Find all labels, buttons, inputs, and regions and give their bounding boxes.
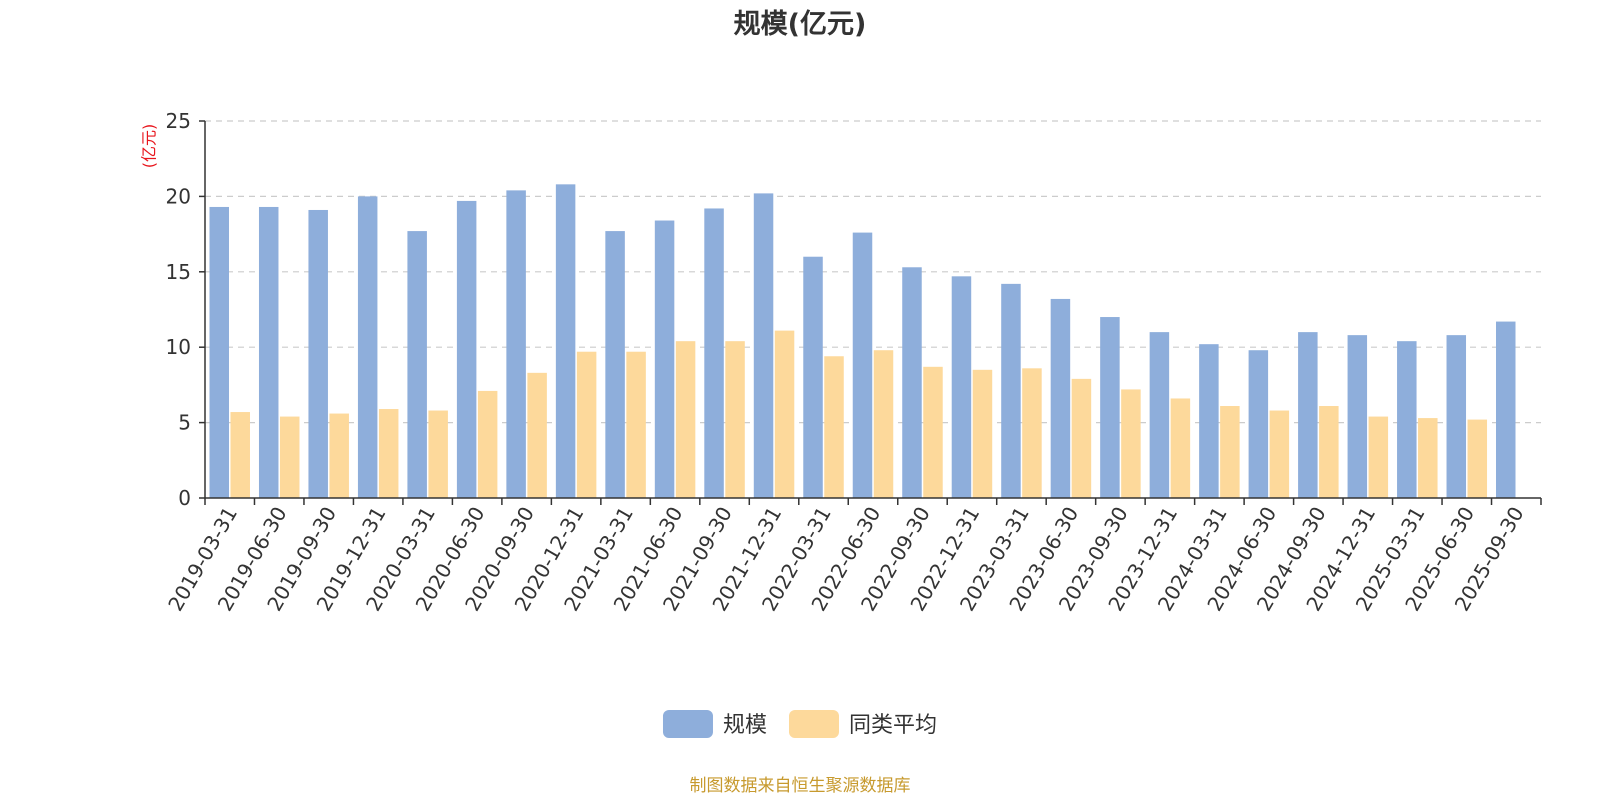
legend-label: 规模: [723, 713, 767, 738]
bar-guimo-2022-03-31[interactable]: 规模 2022-03-31: 16: [803, 256, 823, 498]
bar-tonglei-2020-09-30[interactable]: 同类平均 2020-09-30: 8.3: [527, 372, 547, 498]
y-axis-ticks: 0 5 10 15 20 25: [166, 109, 205, 510]
legend-swatch: [789, 710, 839, 738]
legend-swatch: [662, 710, 713, 738]
bar-tonglei-2020-12-31[interactable]: 同类平均 2020-12-31: 9.7: [576, 351, 597, 498]
bar-tonglei-2020-06-30[interactable]: 同类平均 2020-06-30: 7.1: [477, 390, 498, 498]
bar-tonglei-2023-03-31[interactable]: 同类平均 2023-03-31: 8.6: [1022, 368, 1042, 498]
bar-guimo-2019-06-30[interactable]: 规模 2019-06-30: 19.3: [258, 206, 279, 498]
bar-tonglei-2020-03-31[interactable]: 同类平均 2020-03-31: 5.8: [428, 410, 448, 498]
bar-guimo-2024-12-31[interactable]: 规模 2024-12-31: 10.8: [1347, 335, 1368, 498]
bar-guimo-2023-12-31[interactable]: 规模 2023-12-31: 11: [1149, 332, 1170, 498]
bar-tonglei-2021-09-30[interactable]: 同类平均 2021-09-30: 10.4: [725, 341, 745, 498]
bar-tonglei-2023-09-30[interactable]: 同类平均 2023-09-30: 7.2: [1121, 389, 1141, 498]
bar-tonglei-2019-03-31[interactable]: 同类平均 2019-03-31: 5.7: [230, 412, 250, 498]
bar-guimo-2024-09-30[interactable]: 规模 2024-09-30: 11: [1298, 332, 1318, 498]
bar-guimo-2020-06-30[interactable]: 规模 2020-06-30: 19.7: [456, 200, 477, 498]
y-tick-label: 0: [178, 486, 191, 510]
bar-guimo-2019-03-31[interactable]: 规模 2019-03-31: 19.3: [209, 206, 229, 498]
legend-label: 同类平均: [849, 713, 937, 738]
bar-guimo-2023-03-31[interactable]: 规模 2023-03-31: 14.2: [1001, 283, 1021, 498]
bar-tonglei-2019-06-30[interactable]: 同类平均 2019-06-30: 5.4: [279, 416, 300, 498]
bar-tonglei-2021-12-31[interactable]: 同类平均 2021-12-31: 11.1: [774, 330, 795, 498]
bar-tonglei-2019-09-30[interactable]: 同类平均 2019-09-30: 5.6: [329, 413, 349, 498]
bar-guimo-2021-09-30[interactable]: 规模 2021-09-30: 19.2: [704, 208, 724, 499]
bar-guimo-2025-09-30[interactable]: 规模 2025-09-30: 11.7: [1496, 321, 1516, 498]
bar-tonglei-2024-12-31[interactable]: 同类平均 2024-12-31: 5.4: [1368, 416, 1389, 498]
bar-tonglei-2023-06-30[interactable]: 同类平均 2023-06-30: 7.9: [1071, 378, 1092, 498]
bar-tonglei-2025-06-30[interactable]: 同类平均 2025-06-30: 5.2: [1467, 419, 1488, 498]
bar-guimo-2024-03-31[interactable]: 规模 2024-03-31: 10.2: [1199, 344, 1219, 498]
legend-item-guimo[interactable]: 规模: [662, 710, 767, 738]
y-tick-label: 5: [178, 411, 191, 435]
bars: 规模 2019-03-31: 19.3同类平均 2019-03-31: 5.7 规…: [209, 184, 1516, 499]
bar-tonglei-2022-03-31[interactable]: 同类平均 2022-03-31: 9.4: [824, 356, 844, 498]
bar-guimo-2023-06-30[interactable]: 规模 2023-06-30: 13.2: [1050, 298, 1071, 498]
bar-tonglei-2024-09-30[interactable]: 同类平均 2024-09-30: 6.1: [1319, 406, 1339, 498]
bar-tonglei-2022-09-30[interactable]: 同类平均 2022-09-30: 8.7: [923, 366, 943, 498]
bar-guimo-2019-12-31[interactable]: 规模 2019-12-31: 20: [357, 196, 378, 498]
y-tick-label: 25: [166, 109, 191, 133]
bar-tonglei-2025-03-31[interactable]: 同类平均 2025-03-31: 5.3: [1418, 418, 1438, 498]
axes: [204, 121, 1541, 499]
bar-guimo-2023-09-30[interactable]: 规模 2023-09-30: 12: [1100, 317, 1120, 498]
legend[interactable]: 规模 同类平均: [662, 710, 937, 738]
bar-tonglei-2023-12-31[interactable]: 同类平均 2023-12-31: 6.6: [1170, 398, 1191, 498]
bar-tonglei-2022-12-31[interactable]: 同类平均 2022-12-31: 8.5: [972, 369, 993, 498]
bar-guimo-2020-03-31[interactable]: 规模 2020-03-31: 17.7: [407, 231, 427, 499]
data-source-note: 制图数据来自恒生聚源数据库: [690, 776, 911, 796]
bar-guimo-2022-09-30[interactable]: 规模 2022-09-30: 15.3: [902, 267, 922, 498]
x-axis-ticks: 2019-03-312019-06-302019-09-302019-12-31…: [163, 498, 1542, 615]
grid-lines: [205, 120, 1541, 424]
bar-tonglei-2022-06-30[interactable]: 同类平均 2022-06-30: 9.8: [873, 350, 894, 498]
bar-tonglei-2021-03-31[interactable]: 同类平均 2021-03-31: 9.7: [626, 351, 646, 498]
bar-guimo-2024-06-30[interactable]: 规模 2024-06-30: 9.8: [1248, 350, 1269, 498]
bar-guimo-2021-12-31[interactable]: 规模 2021-12-31: 20.2: [753, 193, 774, 498]
y-tick-label: 10: [166, 335, 191, 359]
bar-guimo-2025-03-31[interactable]: 规模 2025-03-31: 10.4: [1397, 341, 1417, 498]
bar-guimo-2025-06-30[interactable]: 规模 2025-06-30: 10.8: [1446, 335, 1467, 498]
legend-item-tonglei[interactable]: 同类平均: [789, 710, 937, 738]
bar-guimo-2022-12-31[interactable]: 规模 2022-12-31: 14.7: [951, 276, 972, 498]
bar-tonglei-2021-06-30[interactable]: 同类平均 2021-06-30: 10.4: [675, 341, 696, 498]
bar-guimo-2021-03-31[interactable]: 规模 2021-03-31: 17.7: [605, 231, 625, 499]
y-tick-label: 20: [166, 184, 191, 208]
chart-title: 规模(亿元): [734, 9, 867, 40]
bar-guimo-2019-09-30[interactable]: 规模 2019-09-30: 19.1: [308, 209, 328, 499]
bar-guimo-2020-12-31[interactable]: 规模 2020-12-31: 20.8: [555, 184, 576, 498]
y-axis-unit-label: (亿元): [140, 124, 159, 169]
bar-tonglei-2024-03-31[interactable]: 同类平均 2024-03-31: 6.1: [1220, 406, 1240, 498]
bar-guimo-2021-06-30[interactable]: 规模 2021-06-30: 18.4: [654, 220, 675, 498]
bar-tonglei-2024-06-30[interactable]: 同类平均 2024-06-30: 5.8: [1269, 410, 1290, 498]
y-tick-label: 15: [166, 260, 191, 284]
bar-tonglei-2019-12-31[interactable]: 同类平均 2019-12-31: 5.9: [378, 409, 399, 498]
bar-guimo-2020-09-30[interactable]: 规模 2020-09-30: 20.4: [506, 190, 526, 499]
bar-guimo-2022-06-30[interactable]: 规模 2022-06-30: 17.6: [852, 232, 873, 499]
